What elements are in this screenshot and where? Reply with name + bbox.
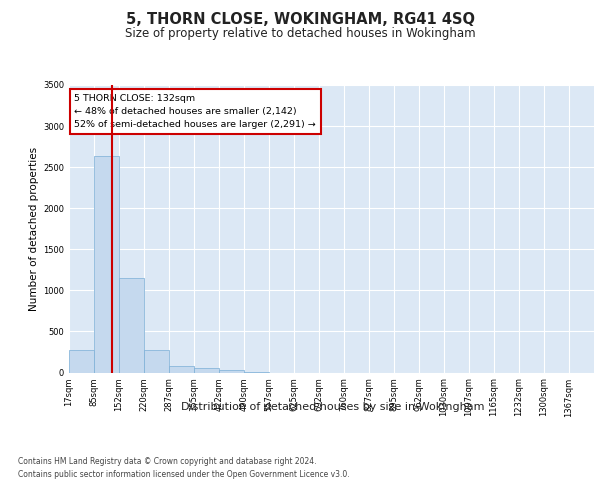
Bar (169, 366, 194, 372)
Text: 5, THORN CLOSE, WOKINGHAM, RG41 4SQ: 5, THORN CLOSE, WOKINGHAM, RG41 4SQ (125, 12, 475, 28)
Bar (94, 156, 119, 372)
Text: Distribution of detached houses by size in Wokingham: Distribution of detached houses by size … (181, 402, 485, 412)
Text: 5 THORN CLOSE: 132sqm
← 48% of detached houses are smaller (2,142)
52% of semi-d: 5 THORN CLOSE: 132sqm ← 48% of detached … (74, 94, 316, 129)
Y-axis label: Number of detached properties: Number of detached properties (29, 146, 39, 311)
Bar (69, 350, 94, 372)
Text: Contains HM Land Registry data © Crown copyright and database right 2024.: Contains HM Land Registry data © Crown c… (18, 458, 317, 466)
Text: Contains public sector information licensed under the Open Government Licence v3: Contains public sector information licen… (18, 470, 350, 479)
Bar (194, 368, 220, 372)
Bar (144, 350, 169, 372)
Bar (119, 278, 144, 372)
Text: Size of property relative to detached houses in Wokingham: Size of property relative to detached ho… (125, 28, 475, 40)
Bar (219, 370, 244, 372)
